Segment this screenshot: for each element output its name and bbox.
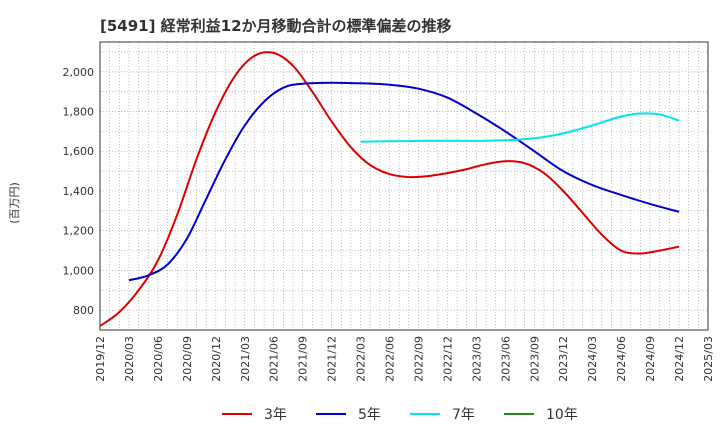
y-tick-label: 1,200 <box>63 225 95 238</box>
x-tick-label: 2021/09 <box>297 336 310 382</box>
chart-title: [5491] 経常利益12か月移動合計の標準偏差の推移 <box>100 17 452 35</box>
legend-label-4: 10年 <box>546 407 578 423</box>
legend-label-3: 7年 <box>452 407 475 423</box>
x-tick-label: 2020/03 <box>123 336 136 382</box>
x-tick-label: 2021/03 <box>239 336 252 382</box>
x-tick-label: 2024/03 <box>586 336 599 382</box>
grid <box>99 42 709 330</box>
x-tick-label: 2023/09 <box>528 336 541 382</box>
legend-label-1: 3年 <box>264 407 287 423</box>
x-tick-label: 2024/06 <box>615 336 628 382</box>
x-tick-label: 2021/06 <box>268 336 281 382</box>
y-tick-label: 800 <box>73 304 94 317</box>
x-tick-label: 2023/12 <box>557 336 570 382</box>
x-tick-label: 2023/03 <box>470 336 483 382</box>
x-tick-label: 2020/12 <box>210 336 223 382</box>
series-group <box>99 51 680 327</box>
x-tick-label: 2022/06 <box>384 336 397 382</box>
x-axis: 2019/12 2020/03 2020/06 2020/09 2020/12 2021/… <box>94 336 715 382</box>
series-line-1 <box>99 51 680 327</box>
x-tick-label: 2019/12 <box>94 336 107 382</box>
x-tick-label: 2020/06 <box>152 336 165 382</box>
x-tick-label: 2022/03 <box>355 336 368 382</box>
x-tick-label: 2024/09 <box>644 336 657 382</box>
x-tick-label: 2022/12 <box>441 336 454 382</box>
y-tick-label: 1,600 <box>63 145 95 158</box>
x-tick-label: 2023/06 <box>499 336 512 382</box>
y-axis-label: (百万円) <box>8 182 21 224</box>
x-tick-label: 2020/09 <box>181 336 194 382</box>
legend: 3年 5年 7年 10年 <box>222 407 578 423</box>
plot-area <box>99 41 709 331</box>
legend-label-2: 5年 <box>358 407 381 423</box>
x-tick-label: 2024/12 <box>673 336 686 382</box>
y-tick-label: 2,000 <box>63 66 95 79</box>
y-axis: 800 1,000 1,200 1,400 1,600 1,800 2,000 <box>63 66 95 317</box>
y-tick-label: 1,800 <box>63 106 95 119</box>
y-tick-label: 1,400 <box>63 185 95 198</box>
y-tick-label: 1,000 <box>63 264 95 277</box>
series-line-3 <box>360 112 680 143</box>
x-tick-label: 2022/09 <box>412 336 425 382</box>
x-tick-label: 2021/12 <box>326 336 339 382</box>
series-line-2 <box>128 81 680 282</box>
x-tick-label: 2025/03 <box>702 336 715 382</box>
